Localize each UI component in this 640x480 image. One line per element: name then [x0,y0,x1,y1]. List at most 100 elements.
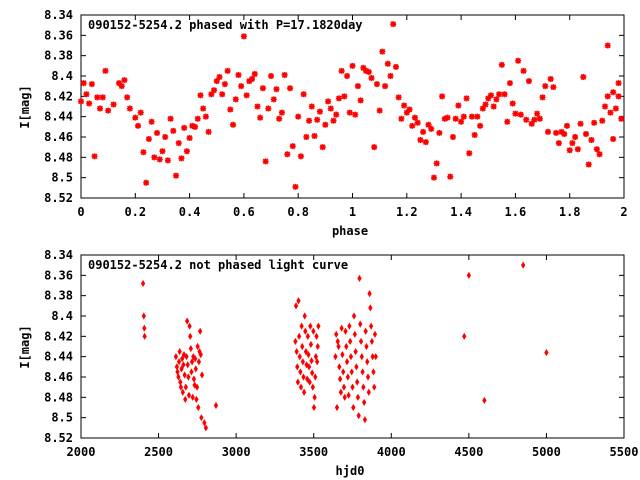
data-point [349,368,354,376]
data-point [372,383,377,391]
x-tick-label: 4000 [377,445,406,459]
data-point [406,106,413,113]
data-point [604,42,611,49]
data-point [496,91,503,98]
data-point [542,83,549,90]
data-point [251,70,258,77]
data-point [202,419,207,427]
data-point [156,156,163,163]
data-point [561,130,568,137]
data-point [99,94,106,101]
y-tick-label: 8.38 [44,49,73,63]
data-point [116,80,123,87]
data-point [178,383,184,391]
data-point [311,403,317,412]
data-point [298,368,303,376]
data-point [303,134,310,140]
x-tick-label: 4500 [454,445,483,459]
x-tick-label: 1.8 [559,205,581,219]
data-point [121,77,128,84]
data-point [295,363,300,371]
y-tick-label: 8.44 [44,110,73,124]
data-point [599,117,606,124]
data-point [390,21,397,28]
data-point [178,378,183,386]
unphased-x-axis-label: hjd0 [336,464,365,478]
data-point [346,109,353,116]
data-point [143,179,150,186]
data-point [141,312,146,320]
data-point [596,151,603,158]
data-point [344,73,351,79]
data-point [345,373,350,381]
data-point [91,153,98,160]
data-point [372,330,378,338]
data-point [466,150,473,157]
y-tick-label: 8.42 [44,329,73,343]
data-point [243,92,250,99]
data-point [306,363,312,371]
data-point [302,312,307,320]
data-point [184,317,190,325]
y-tick-label: 8.36 [44,268,73,282]
data-point [311,132,318,139]
data-point [295,113,302,120]
plot-frame [80,14,625,199]
data-point [493,96,500,103]
data-point [357,97,364,104]
data-point [295,378,301,386]
data-point [132,114,139,121]
data-point [361,383,366,391]
y-tick-label: 8.46 [44,370,73,384]
data-point [296,332,302,340]
data-point [517,111,524,118]
data-point [314,332,319,340]
data-point [186,391,192,399]
x-tick-label: 5000 [532,445,561,459]
data-point [314,358,320,366]
data-point [257,114,264,121]
data-point [344,342,349,351]
data-point [192,381,197,389]
data-point [355,378,360,386]
data-point [447,173,454,180]
x-tick-label: 2 [620,205,627,219]
data-point [299,322,304,330]
data-point [353,347,358,356]
data-point [178,155,185,162]
data-point [336,342,341,351]
data-point [176,373,181,381]
data-point [192,123,199,130]
data-point [479,105,486,112]
x-tick-label: 2000 [67,445,96,459]
data-point [118,83,125,90]
y-tick-label: 8.4 [51,69,73,83]
data-point [534,110,541,117]
data-point [238,83,245,90]
data-point [294,347,299,356]
data-point [193,355,198,363]
data-point [194,383,200,391]
data-point [350,383,355,391]
data-point [335,95,342,102]
data-point [310,369,315,377]
data-point [574,146,581,153]
data-point [292,183,299,190]
data-point [348,337,353,346]
data-point [369,337,375,346]
data-point [142,324,147,332]
data-point [202,113,209,120]
data-point [148,118,155,125]
data-point [544,128,551,135]
data-point [297,153,304,160]
data-point [436,129,443,136]
data-point [140,279,146,288]
data-point [358,337,364,346]
x-tick-label: 0.2 [124,205,146,219]
data-point [395,94,402,101]
data-point [265,105,272,112]
data-point [198,327,203,335]
data-point [186,135,193,142]
data-point [593,146,600,153]
data-point [262,158,269,165]
